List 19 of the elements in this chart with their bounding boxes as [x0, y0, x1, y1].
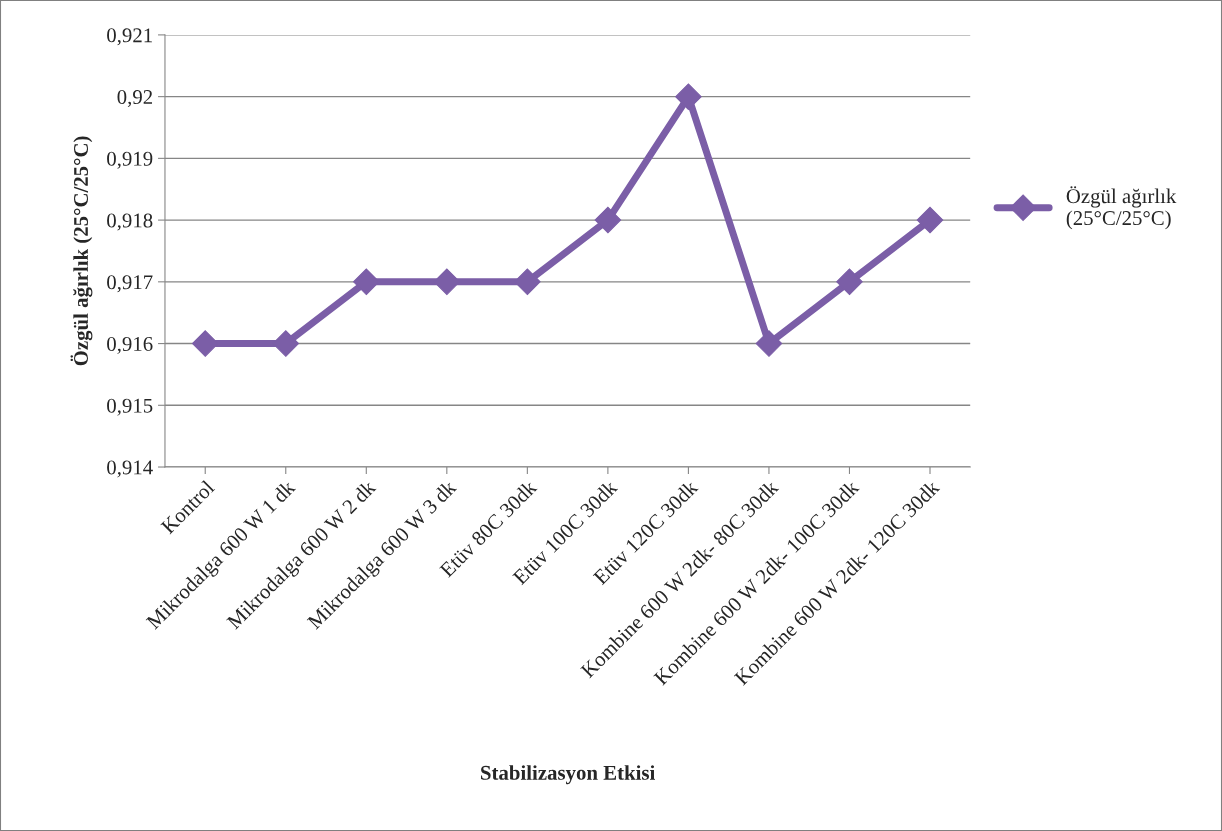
- y-tick-label: 0,915: [107, 398, 153, 416]
- point: [755, 330, 783, 357]
- y-tick-label: 0,914: [107, 460, 153, 478]
- legend-label: Özgül ağırlık (25°C/25°C): [1066, 186, 1177, 230]
- point: [836, 268, 863, 296]
- point: [433, 268, 461, 296]
- y-tick-label: 0,916: [107, 336, 153, 354]
- y-axis-title: Özgül ağırlık (25°C/25°C): [70, 136, 93, 366]
- point: [353, 268, 380, 296]
- y-tick-label: 0,918: [107, 213, 153, 231]
- point: [675, 83, 702, 110]
- y-tick-label: 0,921: [107, 28, 152, 46]
- y-tick-label: 0,919: [107, 151, 153, 169]
- y-tick-label: 0,917: [107, 275, 153, 293]
- point: [916, 206, 944, 234]
- y-tick-label: 0,92: [117, 90, 153, 108]
- x-axis-title: Stabilizasyon Etkisi: [481, 765, 656, 785]
- point: [594, 206, 622, 234]
- point: [514, 268, 541, 296]
